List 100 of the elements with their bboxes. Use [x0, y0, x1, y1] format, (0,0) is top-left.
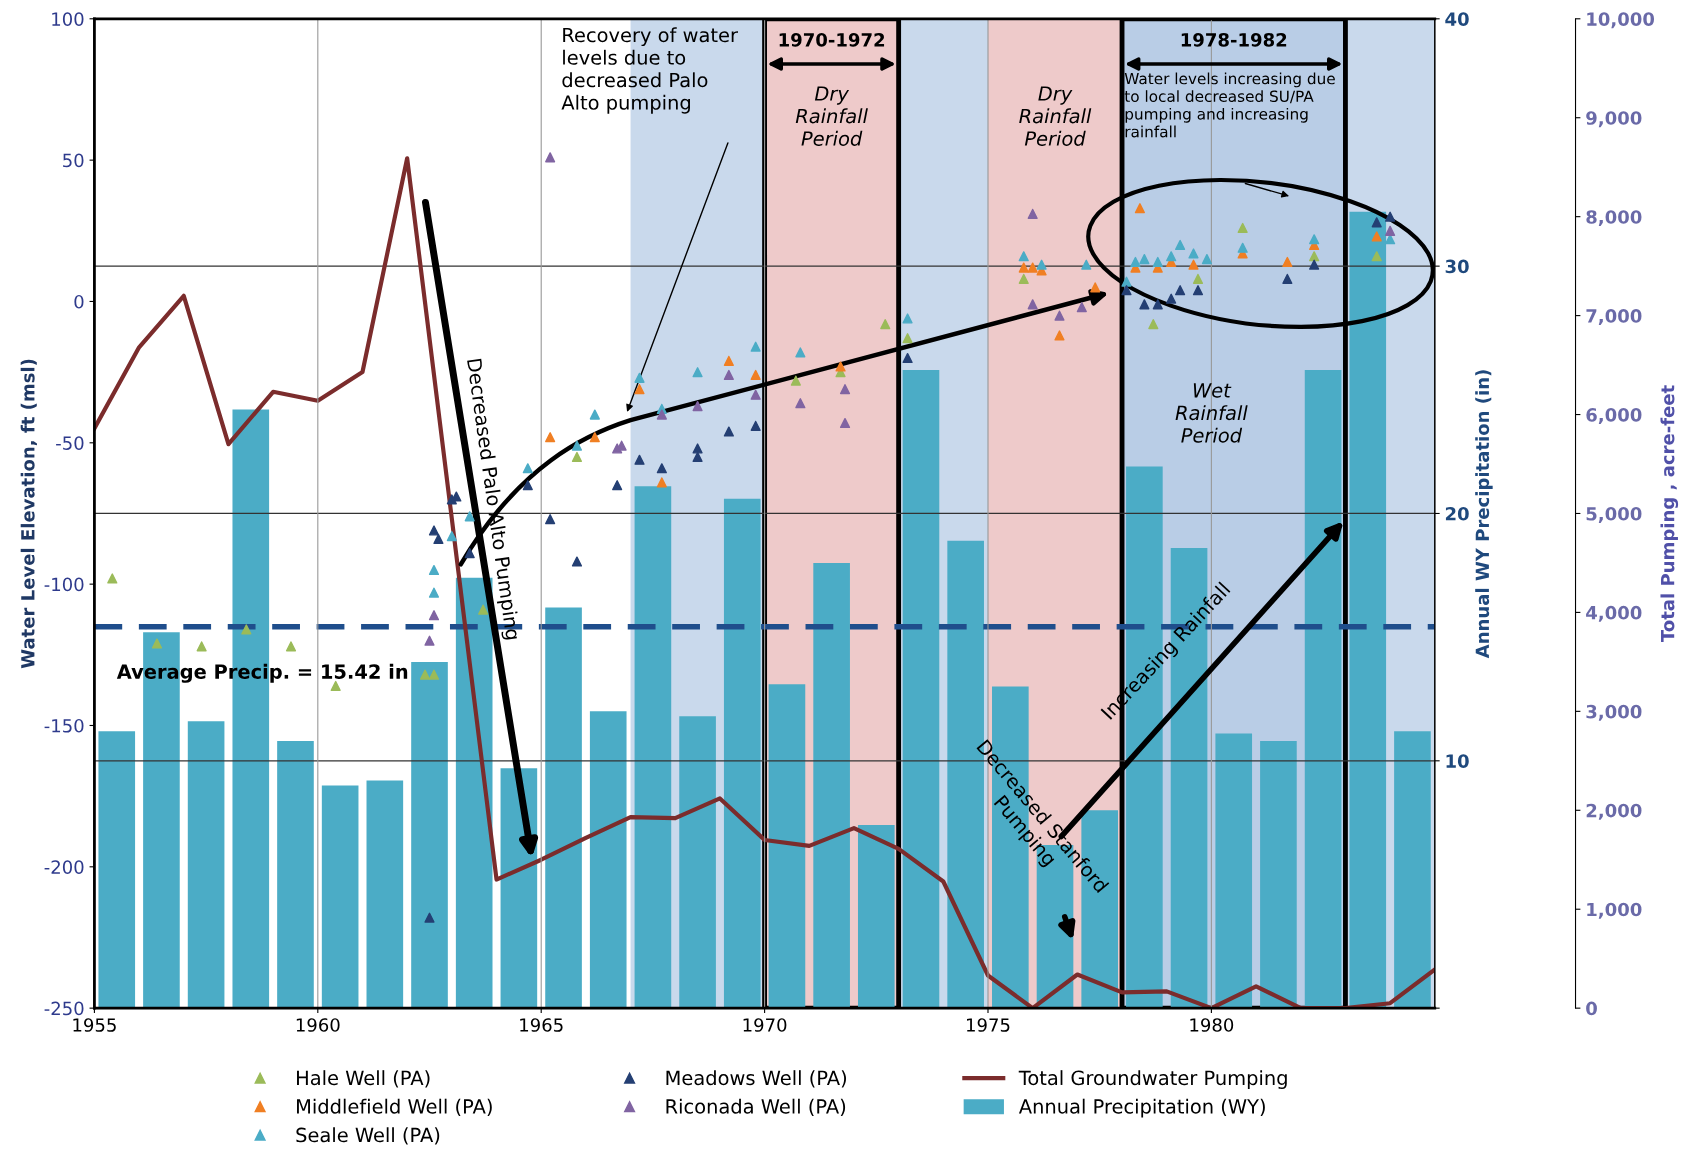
point	[522, 463, 533, 474]
point	[1282, 273, 1293, 284]
band-label: 1970-1972	[779, 33, 885, 47]
point	[1076, 302, 1087, 313]
point	[1188, 248, 1199, 259]
point	[790, 375, 801, 386]
point	[1152, 299, 1163, 310]
point	[433, 533, 444, 545]
point	[1309, 234, 1320, 245]
point	[902, 352, 913, 364]
legend-label: Hale Well (PA)	[297, 1070, 430, 1088]
bar	[411, 661, 448, 1009]
point	[1385, 225, 1396, 236]
y3-tick-label: 0	[1586, 1001, 1597, 1016]
point	[424, 635, 435, 646]
y-tick-label: 100	[52, 12, 84, 26]
point	[634, 384, 645, 395]
point	[1018, 251, 1029, 262]
y-tick-label: -100	[44, 577, 84, 592]
y2-tick-label: 40	[1445, 12, 1469, 26]
y3-axis-title: Total Pumping , acre-feet	[1660, 385, 1679, 643]
point	[839, 417, 851, 429]
point	[750, 420, 761, 431]
x-tick-label: 1955	[73, 1018, 116, 1032]
point	[1139, 253, 1150, 265]
point	[428, 610, 440, 621]
point	[634, 372, 645, 383]
point	[428, 669, 440, 680]
annotation: Recovery of water levels due to decreased Palo Alto pumping	[561, 27, 738, 114]
point	[692, 367, 703, 378]
y3-tick-label: 6,000	[1586, 408, 1642, 424]
point	[107, 573, 118, 584]
y3-tick-label: 3,000	[1586, 704, 1642, 721]
point	[1027, 208, 1038, 219]
annotation: Dry Rainfall Period	[795, 86, 868, 146]
annotation: Dry Rainfall Period	[1019, 86, 1092, 146]
point	[1175, 285, 1186, 296]
annotation: Water levels increasing due to local decreased SU/PA pumping and increasing rainfall	[1124, 72, 1335, 138]
x-tick-label: 1980	[1190, 1018, 1234, 1032]
x-tick-label: 1965	[520, 1018, 563, 1032]
point	[1371, 217, 1382, 228]
point	[545, 432, 556, 443]
point	[545, 152, 556, 163]
point	[723, 369, 734, 381]
legend-label: Middlefield Well (PA)	[297, 1098, 492, 1117]
point	[1371, 251, 1382, 262]
bar	[723, 498, 761, 1009]
band-label: 1978-1982	[1181, 33, 1287, 47]
point	[545, 514, 556, 525]
bar	[902, 370, 940, 1009]
point	[692, 400, 703, 412]
y3-tick-label: 8,000	[1586, 210, 1642, 227]
bar	[545, 607, 582, 1009]
y-tick-label: 50	[63, 153, 84, 168]
bar	[321, 785, 359, 1009]
y2-axis-title: Annual WY Precipitation (in)	[1475, 370, 1493, 659]
point	[656, 463, 667, 474]
point	[656, 409, 667, 420]
point	[750, 389, 761, 400]
point	[1192, 273, 1204, 284]
point	[1134, 203, 1145, 214]
annotation: Wet Rainfall Period	[1175, 383, 1248, 443]
point	[1054, 330, 1065, 341]
y-tick-label: -150	[44, 718, 84, 733]
point	[1192, 285, 1204, 296]
point	[1152, 256, 1163, 267]
bar	[277, 741, 314, 1009]
point	[446, 531, 457, 542]
y3-tick-label: 2,000	[1586, 803, 1642, 820]
y3-tick-label: 4,000	[1586, 605, 1642, 622]
y2-tick-label: 10	[1446, 754, 1469, 768]
point	[1027, 262, 1038, 273]
point	[656, 477, 667, 488]
point	[750, 341, 761, 352]
bar	[768, 684, 806, 1009]
bar	[366, 780, 404, 1009]
point	[428, 525, 440, 536]
y-tick-label: -250	[44, 1001, 84, 1016]
x-tick-label: 1975	[967, 1018, 1010, 1032]
y3-tick-label: 7,000	[1586, 309, 1642, 326]
point	[151, 638, 163, 649]
point	[1036, 259, 1047, 270]
point	[478, 604, 489, 615]
point	[285, 641, 297, 652]
x-tick-label: 1970	[743, 1018, 787, 1032]
legend-label: Annual Precipitation (WY)	[1018, 1098, 1265, 1118]
point	[1081, 259, 1092, 270]
point	[723, 426, 734, 437]
point	[419, 669, 431, 680]
bar	[813, 562, 850, 1009]
bar	[187, 721, 225, 1009]
point	[1309, 259, 1320, 270]
bar	[679, 716, 716, 1009]
legend-label: Riconada Well (PA)	[666, 1098, 846, 1117]
point	[902, 313, 913, 324]
y-tick-label: 0	[74, 294, 84, 309]
point	[1237, 222, 1248, 234]
point	[1371, 231, 1382, 242]
y3-tick-label: 9,000	[1586, 111, 1642, 128]
point	[589, 409, 600, 420]
